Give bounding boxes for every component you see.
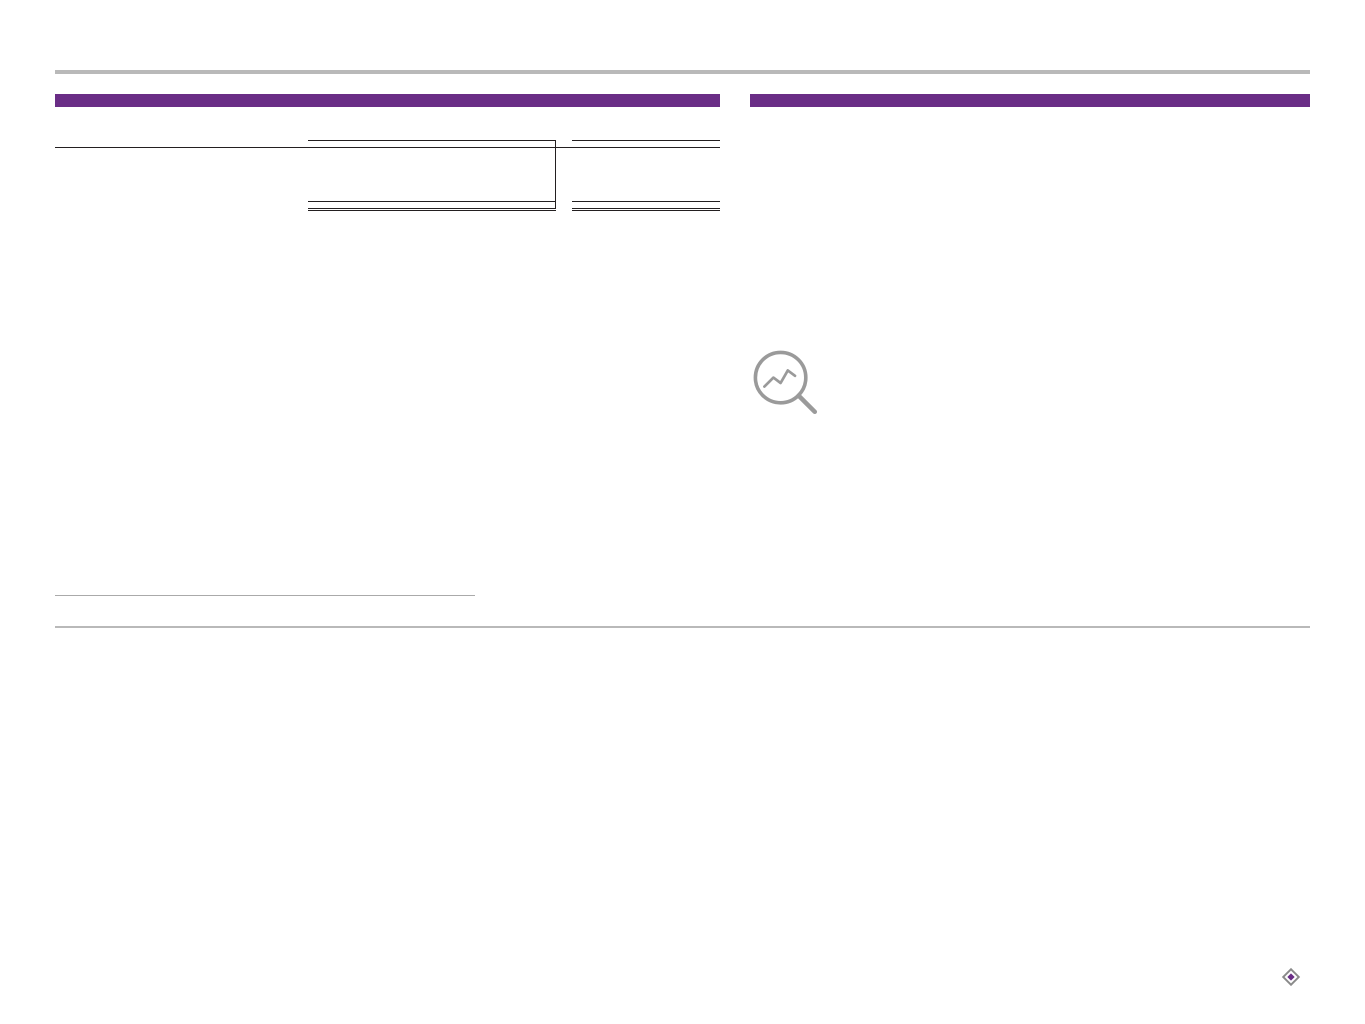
th-q119 bbox=[391, 140, 473, 147]
table-row bbox=[55, 160, 720, 202]
th-change bbox=[572, 112, 720, 140]
expense-chart bbox=[55, 246, 475, 604]
highlights-header bbox=[750, 94, 1310, 107]
th-q219 bbox=[473, 140, 555, 147]
th-chg-q218 bbox=[646, 140, 720, 147]
th-chg-q119 bbox=[572, 140, 646, 147]
left-panel-header bbox=[55, 94, 720, 107]
outlook-block bbox=[750, 347, 1310, 419]
expense-table bbox=[55, 112, 720, 211]
th-periods bbox=[308, 112, 555, 140]
brand-logo-icon bbox=[1280, 966, 1302, 988]
company-brand bbox=[1280, 966, 1310, 988]
footer-divider bbox=[55, 626, 1310, 628]
table-total-row bbox=[55, 202, 720, 210]
th-q218 bbox=[308, 140, 390, 147]
title-divider bbox=[55, 70, 1310, 74]
magnify-chart-icon bbox=[750, 347, 822, 419]
